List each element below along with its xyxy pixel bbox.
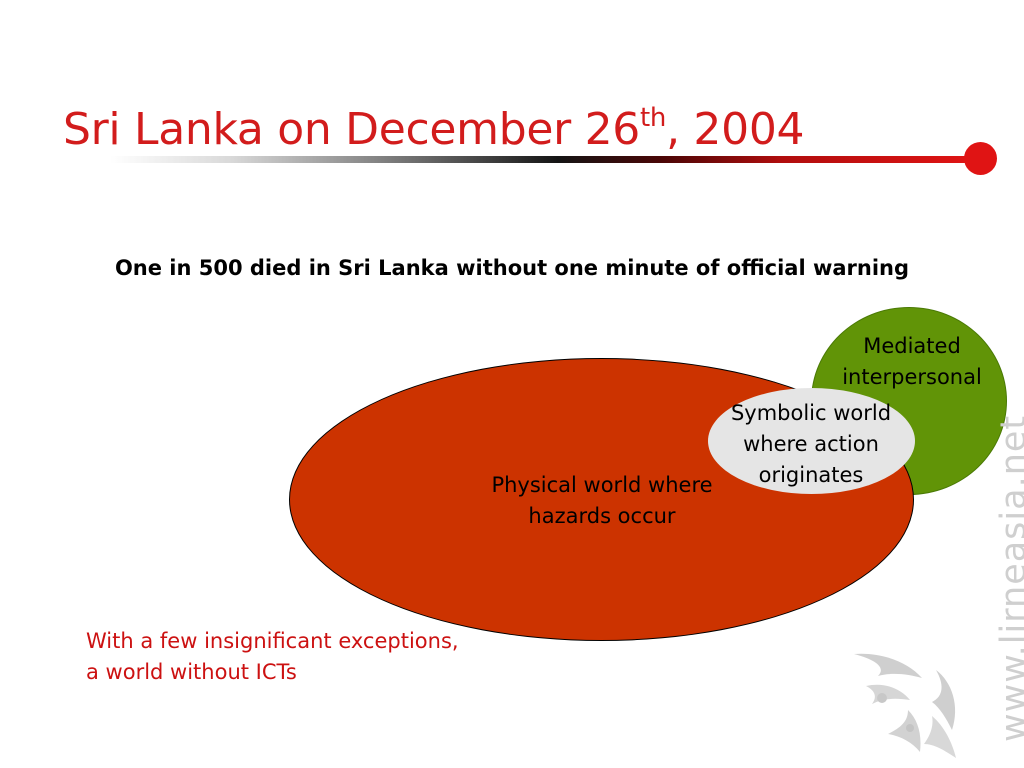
symbolic-world-ellipse (708, 388, 915, 494)
symbolic-label-line2: where action (743, 432, 879, 456)
symbolic-label-line3: originates (758, 463, 864, 487)
slide-title: Sri Lanka on December 26th, 2004 (63, 105, 805, 152)
physical-world-label: Physical world where hazards occur (451, 470, 753, 532)
title-main: Sri Lanka on December 26 (63, 104, 640, 155)
mediated-interpersonal-label: Mediated interpersonal (812, 331, 1012, 393)
watermark-url: www.lirneasia.net (994, 414, 1024, 742)
symbolic-label-line1: Symbolic world (730, 401, 892, 425)
physical-label-line2: hazards occur (528, 504, 676, 528)
footnote-line1: With a few insignificant exceptions, (86, 629, 459, 653)
slide-subtitle: One in 500 died in Sri Lanka without one… (114, 256, 910, 280)
title-underline (110, 156, 972, 163)
footnote-text: With a few insignificant exceptions, a w… (86, 626, 606, 688)
red-dot-icon (964, 142, 997, 175)
lirneasia-logo-icon (854, 653, 956, 758)
title-tail: , 2004 (666, 104, 805, 155)
mediated-label-line2: interpersonal (842, 365, 982, 389)
title-superscript: th (639, 103, 667, 133)
symbolic-world-label: Symbolic world where action originates (700, 398, 922, 491)
mediated-label-line1: Mediated (863, 334, 961, 358)
footnote-line2: a world without ICTs (86, 660, 297, 684)
physical-label-line1: Physical world where (491, 473, 713, 497)
